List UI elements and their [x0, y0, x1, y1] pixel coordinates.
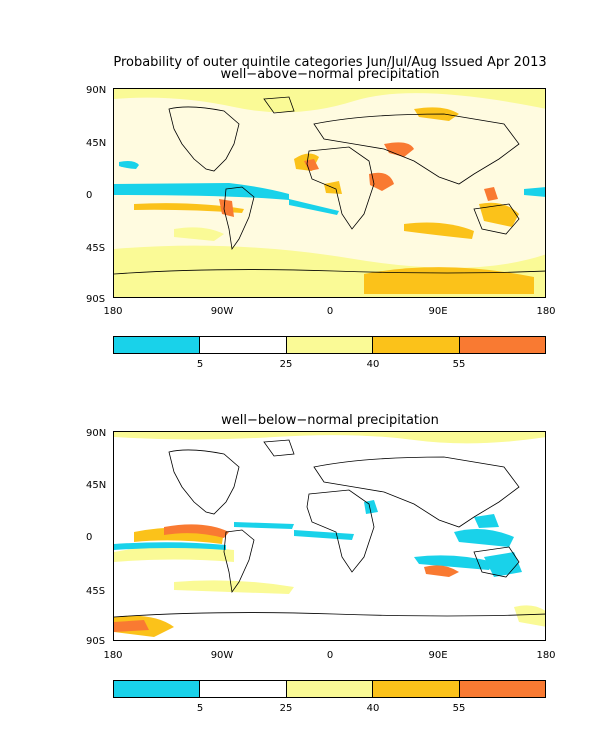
top-colorbar	[113, 336, 546, 354]
bottom-lon-label-90w: 90W	[210, 650, 234, 661]
bottom-panel-title: well−below−normal precipitation	[221, 413, 439, 428]
colorbar-label-40: 40	[366, 703, 380, 714]
top-lon-label-0: 0	[326, 306, 334, 317]
bottom-colorbar	[113, 680, 546, 698]
colorbar-label-55: 55	[452, 359, 466, 370]
figure-title: Probability of outer quintile categories…	[113, 55, 547, 70]
top-lon-label-90e: 90E	[428, 306, 448, 317]
bottom-lon-label-180w: 180	[103, 650, 123, 661]
top-lon-label-90w: 90W	[210, 306, 234, 317]
bottom-lon-label-90e: 90E	[428, 650, 448, 661]
bottom-lon-label-0: 0	[326, 650, 334, 661]
colorbar-label-25: 25	[279, 359, 293, 370]
colorbar-swatch	[459, 681, 546, 697]
colorbar-swatch	[286, 337, 374, 353]
colorbar-swatch	[286, 681, 374, 697]
colorbar-label-5: 5	[196, 359, 204, 370]
bottom-map-shading	[114, 432, 545, 640]
colorbar-swatch	[459, 337, 546, 353]
top-lon-label-180e: 180	[536, 306, 556, 317]
top-lat-label-45s: 45S	[86, 243, 106, 254]
colorbar-label-5: 5	[196, 703, 204, 714]
colorbar-swatch	[200, 681, 287, 697]
bottom-lat-label-eq: 0	[86, 532, 93, 543]
colorbar-swatch	[114, 337, 201, 353]
top-lat-label-45n: 45N	[86, 138, 107, 149]
colorbar-swatch	[114, 681, 201, 697]
colorbar-label-55: 55	[452, 703, 466, 714]
top-map	[113, 88, 546, 298]
colorbar-swatch	[373, 337, 460, 353]
bottom-lon-label-180e: 180	[536, 650, 556, 661]
colorbar-swatch	[200, 337, 287, 353]
bottom-lat-label-45s: 45S	[86, 586, 106, 597]
bottom-map-coastlines	[114, 439, 545, 618]
bottom-lat-label-90n: 90N	[86, 428, 107, 439]
colorbar-label-40: 40	[366, 359, 380, 370]
colorbar-label-25: 25	[279, 703, 293, 714]
top-lon-label-180w: 180	[103, 306, 123, 317]
top-panel-title: well−above−normal precipitation	[220, 67, 440, 82]
top-map-coastlines	[114, 96, 545, 275]
bottom-map	[113, 431, 546, 641]
top-map-shading	[114, 89, 545, 297]
top-lat-label-90n: 90N	[86, 85, 107, 96]
colorbar-swatch	[373, 681, 460, 697]
top-lat-label-eq: 0	[86, 190, 93, 201]
bottom-lat-label-45n: 45N	[86, 480, 107, 491]
bottom-lat-label-90s: 90S	[86, 636, 106, 647]
top-lat-label-90s: 90S	[86, 294, 106, 305]
